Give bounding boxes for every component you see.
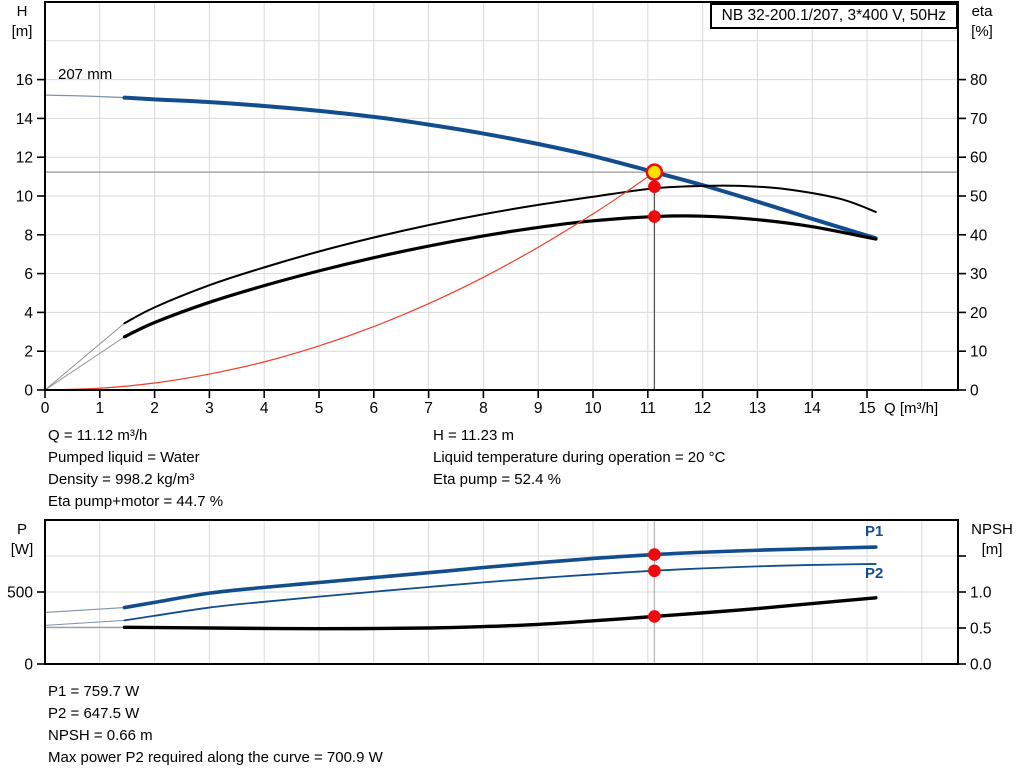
y-left-tick-label: 4 [24, 305, 33, 322]
y-right-tick-label: 60 [970, 150, 988, 167]
y-right-tick-label: 50 [970, 189, 988, 206]
result-p2: P2 = 647.5 W [48, 705, 140, 722]
curve-P1 [122, 545, 878, 610]
curve-P2 [123, 563, 877, 622]
pump-title-box: NB 32-200.1/207, 3*400 V, 50Hz [709, 3, 958, 29]
x-tick-label: 10 [584, 400, 602, 417]
y-right-tick-label: 1.0 [970, 585, 992, 602]
curve-head-curve-207mm [122, 95, 878, 241]
curve-lead-head-curve-207mm [44, 94, 125, 99]
x-tick-label: 5 [315, 400, 324, 417]
result-density: Density = 998.2 kg/m³ [48, 471, 195, 488]
y-right-tick-label: 80 [970, 72, 988, 89]
q-axis-unit-label: Q [m³/h] [884, 400, 939, 417]
x-tick-label: 1 [95, 400, 104, 417]
y-left-tick-label: 500 [7, 585, 33, 602]
h-axis-symbol: H [16, 3, 28, 20]
results-top-left: Q = 11.12 m³/h Pumped liquid = Water Den… [48, 427, 223, 515]
eta-axis-symbol: eta [971, 3, 993, 20]
results-top-right: H = 11.23 m Liquid temperature during op… [433, 427, 725, 493]
result-eta-pump: Eta pump = 52.4 % [433, 471, 561, 488]
curve-value-marker [648, 180, 661, 193]
x-tick-label: 12 [694, 400, 711, 417]
x-tick-label: 3 [205, 400, 214, 417]
y-right-tick-label: 0.5 [970, 621, 992, 638]
result-max-power: Max power P2 required along the curve = … [48, 749, 383, 766]
curve-lead-eta-pump-motor [44, 336, 125, 391]
curve-eta-pump-motor [122, 214, 878, 339]
x-tick-label: 6 [369, 400, 378, 417]
y-right-tick-label: 30 [970, 266, 988, 283]
y-right-tick-label: 0 [970, 383, 979, 400]
x-tick-label: 15 [858, 400, 875, 417]
chart-1: 0 500 0.0 0.5 1.0 [7, 519, 992, 674]
eta-axis-label: eta [%] [962, 2, 1002, 42]
curve-value-marker [648, 564, 661, 578]
chart-0: 0 1 2 3 4 5 6 7 8 9 10 11 12 13 14 15024681012141601020… [16, 1, 988, 417]
y-left-tick-label: 8 [24, 227, 33, 244]
curve-value-marker [648, 210, 661, 223]
h-axis-unit: [m] [11, 23, 33, 40]
result-pumped-liquid: Pumped liquid = Water [48, 449, 200, 466]
y-left-tick-label: 0 [24, 657, 33, 674]
y-left-tick-label: 2 [24, 344, 33, 361]
x-tick-label: 4 [260, 400, 269, 417]
x-tick-label: 0 [41, 400, 50, 417]
y-right-tick-label: 40 [970, 227, 988, 244]
y-right-tick-label: 0.0 [970, 657, 992, 674]
x-tick-label: 8 [479, 400, 488, 417]
curve-eta-pump [123, 184, 877, 325]
result-q: Q = 11.12 m³/h [48, 427, 148, 444]
y-left-tick-label: 16 [16, 72, 33, 89]
result-liquid-temperature: Liquid temperature during operation = 20… [433, 449, 726, 466]
result-p1: P1 = 759.7 W [48, 683, 140, 700]
impeller-diameter-label: 207 mm [58, 66, 113, 83]
p1-curve-label: P1 [865, 523, 884, 540]
results-bottom: P1 = 759.7 W P2 = 647.5 W NPSH = 0.66 m … [48, 683, 383, 771]
result-eta-pump-motor: Eta pump+motor = 44.7 % [48, 493, 224, 510]
p2-curve-label: P2 [865, 565, 884, 582]
x-tick-label: 2 [150, 400, 159, 417]
y-left-tick-label: 0 [24, 383, 33, 400]
curve-system-curve [44, 171, 655, 391]
y-left-tick-label: 12 [16, 150, 33, 167]
y-left-tick-label: 10 [16, 189, 34, 206]
result-npsh: NPSH = 0.66 m [48, 727, 153, 744]
curve-NPSH [122, 596, 878, 631]
npsh-axis-symbol: NPSH [971, 521, 1013, 538]
x-tick-label: 13 [749, 400, 766, 417]
h-axis-label: H [m] [2, 2, 42, 42]
curve-value-marker [648, 610, 661, 623]
curve-value-marker [648, 548, 661, 561]
x-tick-label: 14 [804, 400, 822, 417]
p-axis-label: P [W] [2, 520, 42, 560]
npsh-axis-label: NPSH [m] [961, 520, 1023, 560]
x-tick-label: 11 [640, 400, 656, 417]
x-tick-label: 7 [424, 400, 433, 417]
curve-lead-eta-pump [44, 322, 125, 391]
y-right-tick-label: 10 [970, 344, 988, 361]
curve-lead-P1 [44, 606, 125, 614]
p-axis-symbol: P [16, 521, 27, 538]
result-h: H = 11.23 m [433, 427, 515, 444]
x-tick-label: 9 [534, 400, 543, 417]
npsh-axis-unit: [m] [981, 541, 1003, 558]
y-right-tick-label: 70 [970, 111, 988, 128]
eta-axis-unit: [%] [971, 23, 993, 40]
duty-point-marker[interactable] [645, 163, 664, 181]
curve-lead-P2 [44, 619, 125, 626]
y-right-tick-label: 20 [970, 305, 988, 322]
p-axis-unit: [W] [10, 541, 34, 558]
y-left-tick-label: 6 [24, 266, 33, 283]
y-left-tick-label: 14 [16, 111, 34, 128]
